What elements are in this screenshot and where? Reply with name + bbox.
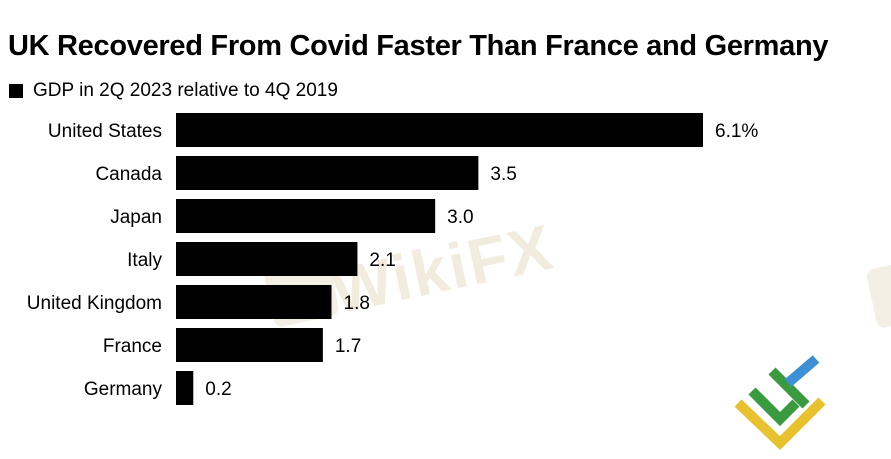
- value-label-canada: 3.5: [490, 164, 516, 185]
- category-label-france: France: [103, 336, 162, 357]
- bar-japan: [176, 199, 436, 233]
- legend-label: GDP in 2Q 2023 relative to 4Q 2019: [33, 80, 338, 101]
- value-label-italy: 2.1: [369, 250, 395, 271]
- brand-logo-icon: [734, 355, 826, 450]
- bar-italy: [176, 242, 358, 276]
- value-label-france: 1.7: [335, 336, 361, 357]
- category-label-japan: Japan: [110, 207, 162, 228]
- bar-united-kingdom: [176, 285, 332, 319]
- bar-france: [176, 328, 323, 362]
- bar-united-states: [176, 113, 703, 147]
- value-label-united-states: 6.1%: [715, 121, 758, 142]
- bar-germany: [176, 371, 194, 405]
- legend: GDP in 2Q 2023 relative to 4Q 2019: [9, 80, 338, 102]
- category-label-canada: Canada: [95, 164, 162, 185]
- value-label-germany: 0.2: [205, 379, 231, 400]
- value-label-japan: 3.0: [447, 207, 473, 228]
- bar-canada: [176, 156, 479, 190]
- value-label-united-kingdom: 1.8: [344, 293, 370, 314]
- category-label-united-states: United States: [48, 121, 162, 142]
- category-label-germany: Germany: [84, 379, 163, 400]
- category-label-united-kingdom: United Kingdom: [27, 293, 162, 314]
- chart-title: UK Recovered From Covid Faster Than Fran…: [8, 30, 829, 62]
- legend-swatch: [9, 84, 23, 98]
- category-label-italy: Italy: [127, 250, 162, 271]
